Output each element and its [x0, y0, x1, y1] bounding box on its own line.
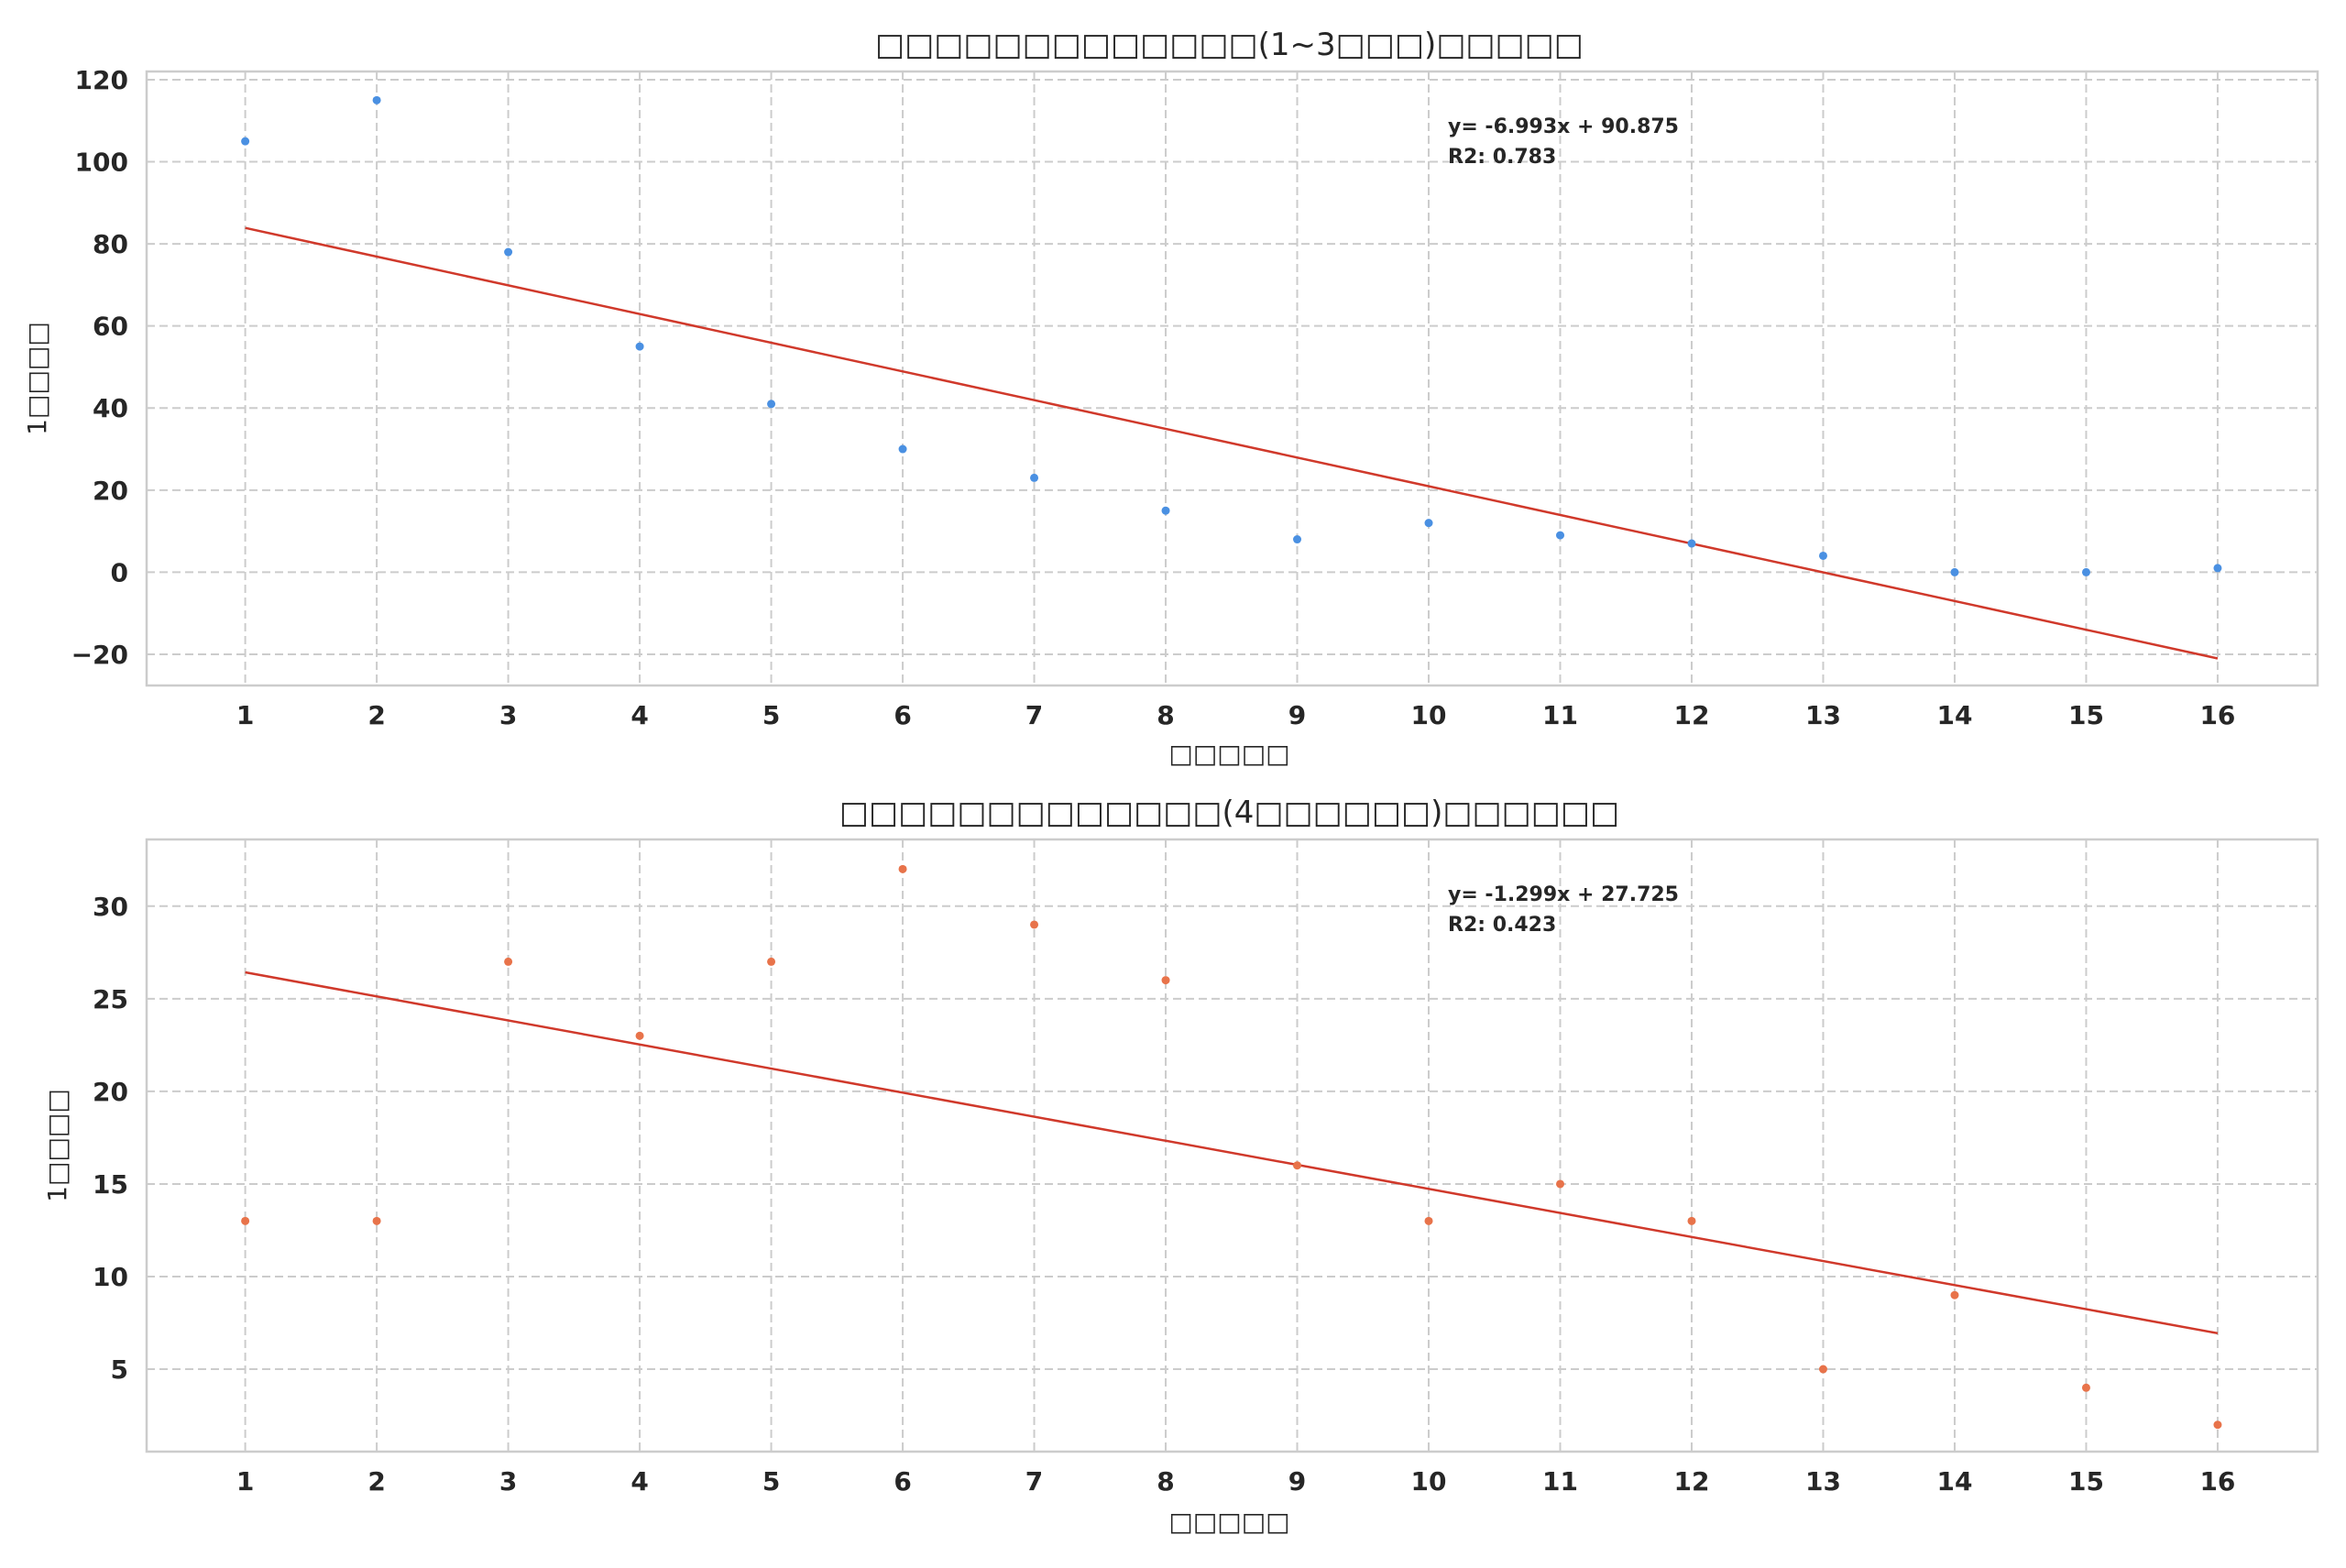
data-point [1030, 920, 1039, 929]
y-tick-label: 5 [111, 1354, 128, 1385]
x-tick-label: 9 [1288, 700, 1306, 730]
x-tick-label: 9 [1288, 1466, 1306, 1497]
x-tick-label: 11 [1542, 1466, 1578, 1497]
data-point [2213, 1420, 2222, 1430]
data-point [1424, 1216, 1433, 1225]
x-tick-label: 14 [1936, 700, 1972, 730]
x-tick-label: 7 [1025, 1466, 1043, 1497]
data-point [1687, 1216, 1696, 1225]
y-axis-label: 1□□□□ [42, 1089, 72, 1202]
data-point [241, 1216, 250, 1225]
x-tick-label: 6 [893, 1466, 911, 1497]
data-point [372, 95, 381, 104]
r2-value: R2: 0.783 [1448, 146, 1556, 169]
y-tick-label: 120 [75, 65, 128, 95]
x-tick-label: 5 [762, 1466, 780, 1497]
x-tick-label: 16 [2199, 700, 2235, 730]
x-tick-label: 2 [367, 1466, 385, 1497]
data-point [635, 1031, 644, 1040]
data-point [898, 444, 907, 454]
x-tick-label: 14 [1936, 1466, 1972, 1497]
x-tick-label: 15 [2068, 700, 2104, 730]
data-point [1950, 1290, 1959, 1299]
y-tick-label: 40 [93, 393, 128, 423]
axes-frame [145, 70, 2319, 687]
x-tick-label: 12 [1674, 700, 1710, 730]
data-point [1424, 519, 1433, 528]
x-tick-label: 6 [893, 700, 911, 730]
x-tick-label: 10 [1411, 700, 1447, 730]
data-point [1556, 1179, 1565, 1189]
x-tick-label: 3 [499, 700, 517, 730]
y-tick-label: −20 [71, 640, 128, 670]
data-point [1161, 506, 1170, 515]
x-tick-label: 1 [236, 700, 254, 730]
y-tick-label: 15 [93, 1169, 128, 1200]
y-tick-label: 30 [93, 892, 128, 922]
data-point [1161, 976, 1170, 985]
x-tick-label: 4 [630, 700, 648, 730]
x-axis-label: □□□□□ [1168, 739, 1289, 769]
data-point [767, 957, 776, 966]
data-point [767, 400, 776, 409]
data-point [1556, 531, 1565, 540]
data-point [241, 137, 250, 146]
data-point [1950, 567, 1959, 576]
data-point [2213, 564, 2222, 573]
x-tick-label: 11 [1542, 700, 1578, 730]
data-point [2081, 567, 2090, 576]
chart-title: □□□□□□□□□□□□□(4□□□□□□)□□□□□□ [839, 795, 1619, 831]
x-tick-label: 8 [1157, 700, 1174, 730]
x-tick-label: 15 [2068, 1466, 2104, 1497]
regression-equation: y= -6.993x + 90.875 [1448, 115, 1679, 138]
data-point [1293, 535, 1302, 544]
x-tick-label: 16 [2199, 1466, 2235, 1497]
x-axis-label: □□□□□ [1168, 1507, 1289, 1537]
data-point [1030, 473, 1039, 482]
x-tick-label: 5 [762, 700, 780, 730]
data-point [504, 247, 513, 257]
x-tick-label: 12 [1674, 1466, 1710, 1497]
r2-value: R2: 0.423 [1448, 914, 1556, 937]
data-point [635, 342, 644, 351]
y-tick-label: 25 [93, 984, 128, 1014]
data-point [372, 1216, 381, 1225]
data-point [1818, 551, 1827, 560]
y-tick-label: 10 [93, 1262, 128, 1292]
axes-frame [145, 838, 2319, 1453]
regression-equation: y= -1.299x + 27.725 [1448, 883, 1679, 906]
x-tick-label: 7 [1025, 700, 1043, 730]
y-tick-label: 80 [93, 229, 128, 259]
trend-line [245, 226, 2219, 660]
trend-line [245, 970, 2219, 1335]
data-point [1818, 1365, 1827, 1374]
y-tick-label: 100 [75, 148, 128, 178]
x-tick-label: 4 [630, 1466, 648, 1497]
y-tick-label: 0 [111, 557, 128, 587]
y-axis-label: 1□□□□ [22, 322, 52, 435]
x-tick-label: 13 [1805, 700, 1841, 730]
x-tick-label: 2 [367, 700, 385, 730]
chart-title: □□□□□□□□□□□□□(1~3□□□)□□□□□ [875, 27, 1584, 63]
y-tick-label: 20 [93, 1077, 128, 1107]
x-tick-label: 13 [1805, 1466, 1841, 1497]
data-point [1293, 1161, 1302, 1170]
data-point [1687, 539, 1696, 548]
data-point [2081, 1383, 2090, 1392]
data-point [504, 957, 513, 966]
y-tick-label: 60 [93, 312, 128, 342]
x-tick-label: 1 [236, 1466, 254, 1497]
x-tick-label: 8 [1157, 1466, 1174, 1497]
x-tick-label: 10 [1411, 1466, 1447, 1497]
x-tick-label: 3 [499, 1466, 517, 1497]
data-point [898, 864, 907, 873]
y-tick-label: 20 [93, 476, 128, 506]
